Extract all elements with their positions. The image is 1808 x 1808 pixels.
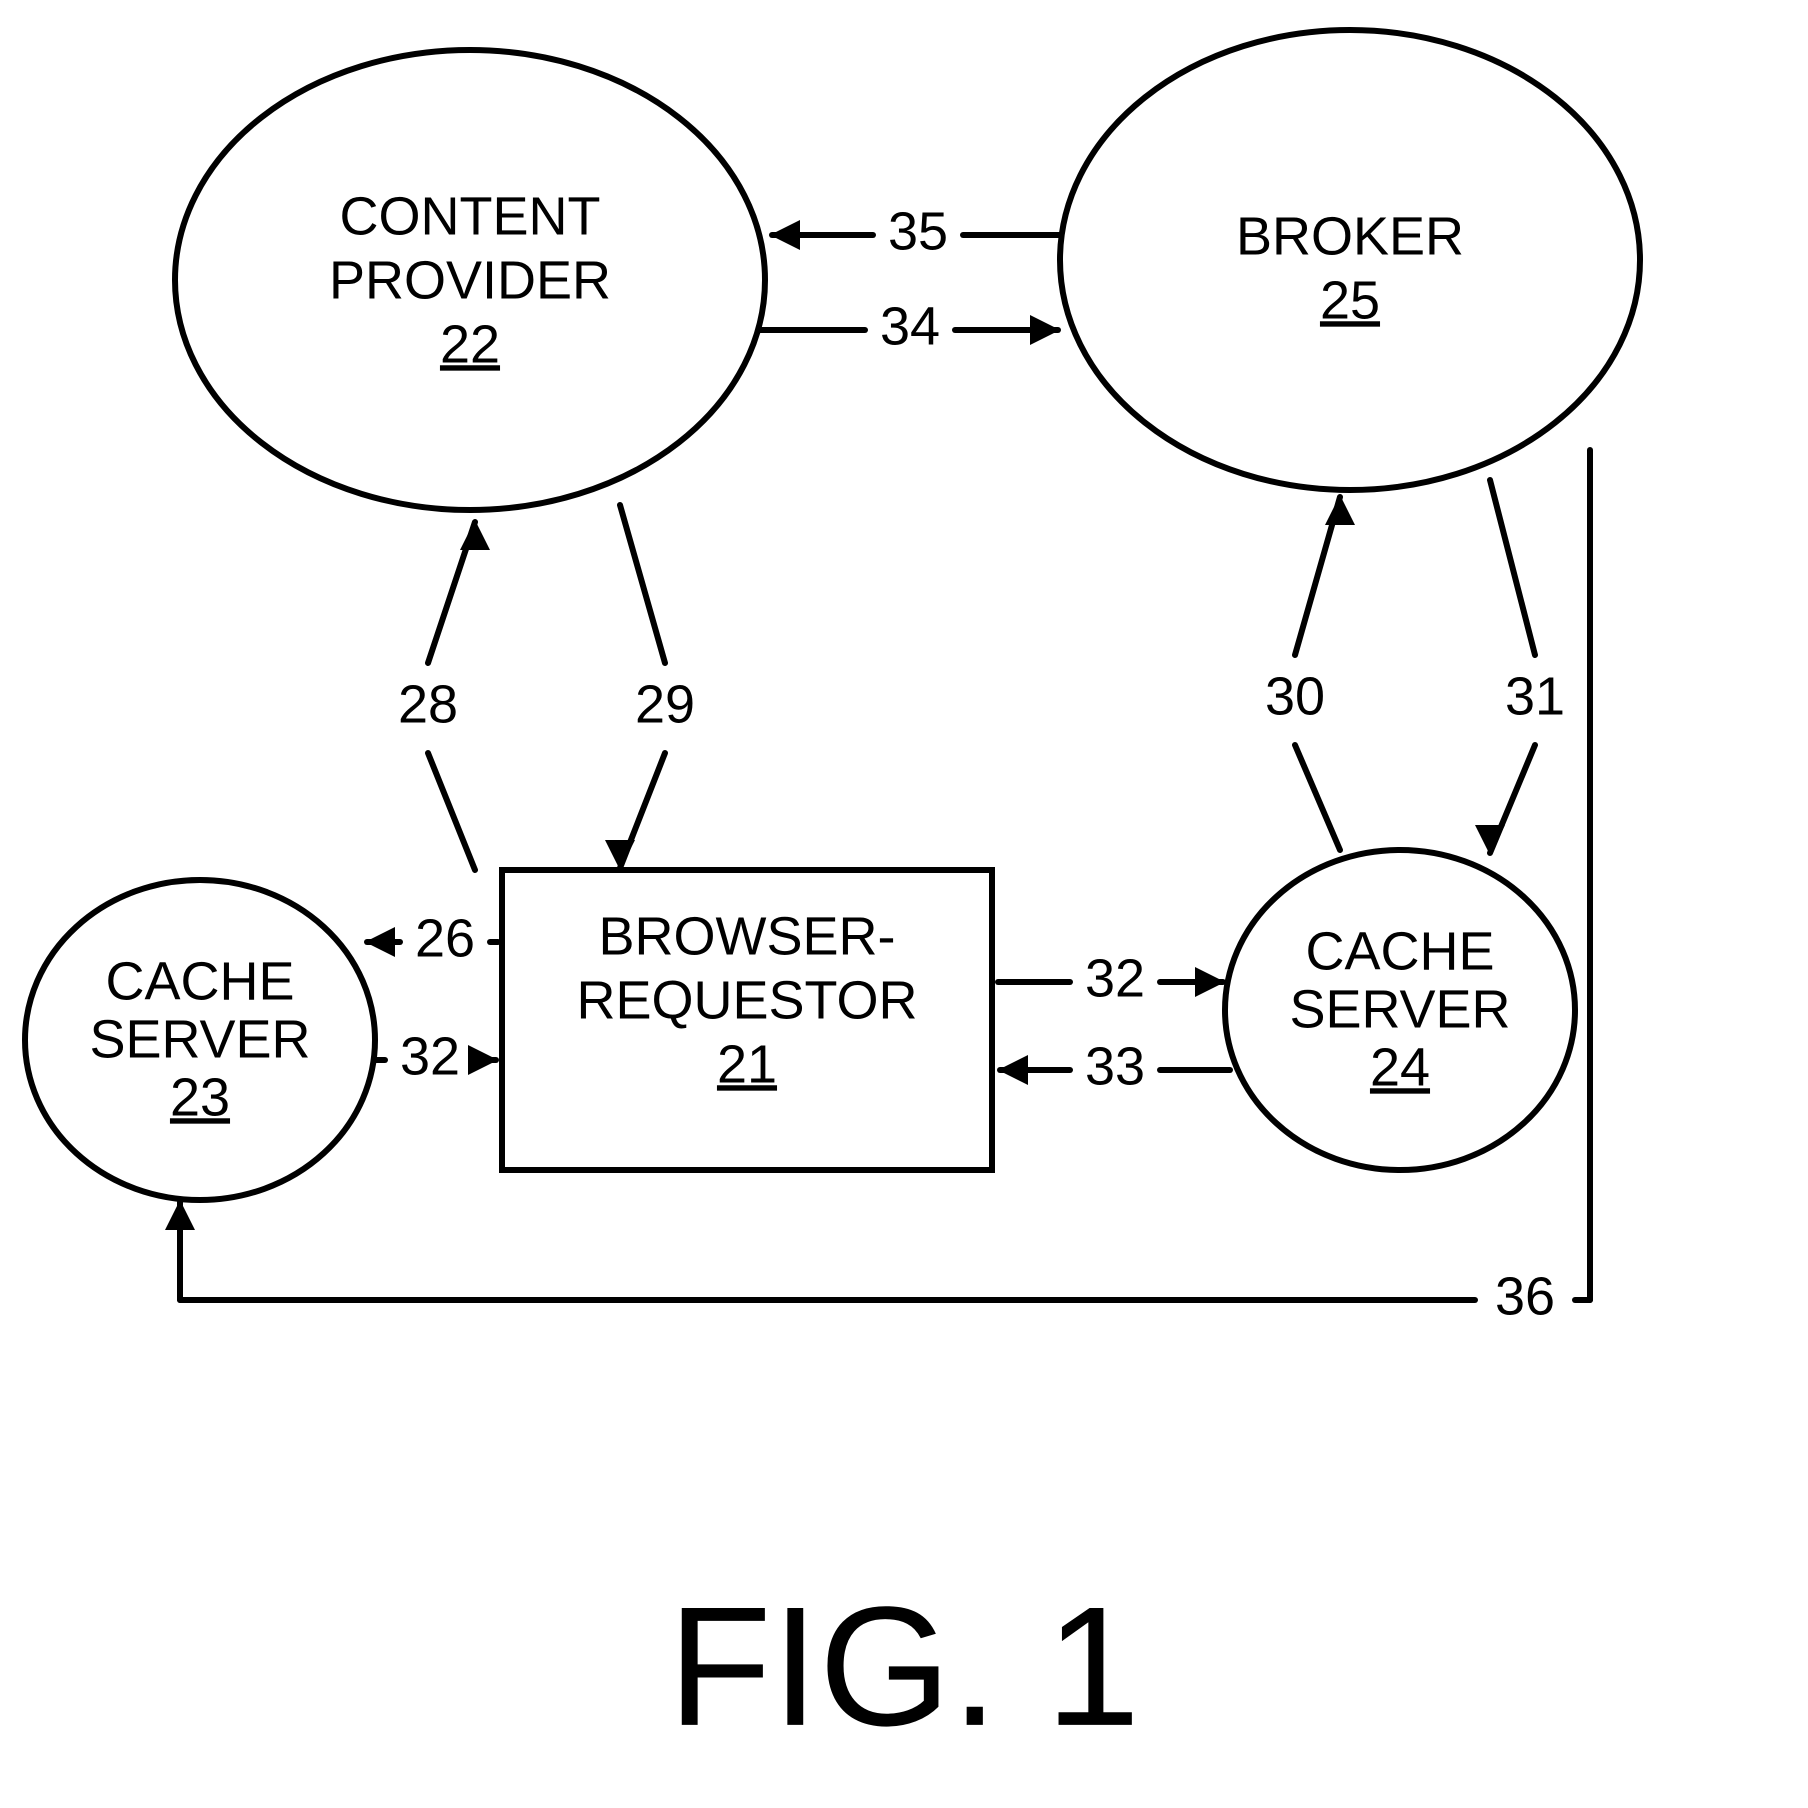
node-browser-requestor: BROWSER-REQUESTOR21 [502, 870, 992, 1170]
node-label-browser-requestor: BROWSER- [599, 906, 896, 966]
node-cache-server-left: CACHESERVER23 [25, 880, 375, 1200]
edge-label-31: 31 [1505, 666, 1565, 726]
edge-label-33: 33 [1085, 1036, 1145, 1096]
node-ref-cache-server-left: 23 [170, 1067, 230, 1127]
figure-label: FIG. 1 [668, 1572, 1140, 1762]
node-ref-cache-server-right: 24 [1370, 1037, 1430, 1097]
edge-label-36: 36 [1495, 1266, 1555, 1326]
edge-label-34: 34 [880, 296, 940, 356]
edge-label-30: 30 [1265, 666, 1325, 726]
node-broker: BROKER25 [1060, 30, 1640, 490]
node-label-content-provider: CONTENT [340, 186, 601, 246]
edge-label-32: 32 [1085, 948, 1145, 1008]
node-content-provider: CONTENTPROVIDER22 [175, 50, 765, 510]
node-ref-browser-requestor: 21 [717, 1034, 777, 1094]
node-label-cache-server-left: CACHE [105, 951, 294, 1011]
node-ref-content-provider: 22 [440, 314, 500, 374]
edge-label-32: 32 [400, 1026, 460, 1086]
node-label-cache-server-left: SERVER [89, 1009, 310, 1069]
edge-label-29: 29 [635, 674, 695, 734]
edge-label-35: 35 [888, 201, 948, 261]
node-label-cache-server-right: SERVER [1289, 979, 1510, 1039]
node-label-cache-server-right: CACHE [1305, 921, 1494, 981]
edge-label-28: 28 [398, 674, 458, 734]
node-label-content-provider: PROVIDER [329, 250, 611, 310]
node-label-broker: BROKER [1236, 206, 1464, 266]
edge-label-26: 26 [415, 908, 475, 968]
node-label-browser-requestor: REQUESTOR [576, 970, 917, 1030]
node-cache-server-right: CACHESERVER24 [1225, 850, 1575, 1170]
node-ref-broker: 25 [1320, 270, 1380, 330]
